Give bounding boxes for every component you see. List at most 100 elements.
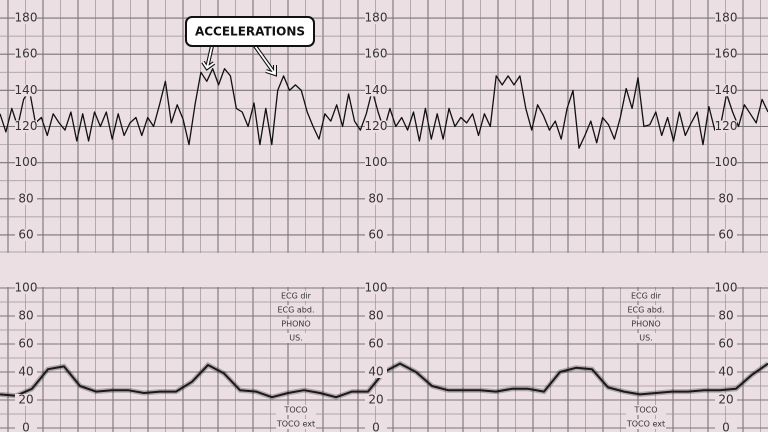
- separator-band: [0, 253, 768, 287]
- arrow: [202, 45, 215, 70]
- y-tick-label: 60: [18, 337, 33, 351]
- y-tick-label: 0: [372, 421, 380, 432]
- note-bg: [276, 405, 316, 415]
- y-tick-label: 120: [365, 119, 388, 133]
- tick-label-bg: [365, 48, 387, 61]
- tick-label-bg: [365, 156, 387, 169]
- tick-label-bg: [715, 394, 737, 406]
- y-tick-label: 60: [718, 337, 733, 351]
- tick-label-bg: [365, 228, 387, 241]
- y-tick-label: 60: [368, 337, 383, 351]
- y-tick-label: 180: [15, 11, 38, 25]
- tick-label-bg: [365, 84, 387, 97]
- y-tick-label: 100: [715, 155, 738, 169]
- y-tick-label: 20: [18, 393, 33, 407]
- y-tick-label: 60: [368, 227, 383, 241]
- tick-label-bg: [365, 394, 387, 406]
- callout-box: [185, 16, 315, 47]
- tick-label-bg: [715, 48, 737, 61]
- y-tick-label: 60: [18, 227, 33, 241]
- y-tick-label: 120: [15, 119, 38, 133]
- y-tick-label: 40: [18, 365, 33, 379]
- tick-label-bg: [715, 282, 737, 294]
- y-tick-label: 0: [22, 421, 30, 432]
- tick-label-bg: [15, 12, 37, 25]
- y-tick-label: 20: [368, 393, 383, 407]
- tick-label-bg: [715, 338, 737, 350]
- y-tick-label: 140: [15, 83, 38, 97]
- y-tick-label: 160: [715, 47, 738, 61]
- tick-label-bg: [15, 228, 37, 241]
- tick-label-bg: [715, 366, 737, 378]
- tick-label-bg: [15, 422, 37, 432]
- tick-label-bg: [15, 366, 37, 378]
- channel-label: TOCO: [283, 406, 307, 415]
- y-tick-label: 100: [365, 281, 388, 295]
- tick-label-bg: [15, 120, 37, 133]
- y-tick-label: 100: [15, 155, 38, 169]
- y-tick-label: 80: [718, 309, 733, 323]
- tick-label-bg: [715, 422, 737, 432]
- y-tick-label: 100: [15, 281, 38, 295]
- y-tick-label: 140: [365, 83, 388, 97]
- tick-label-bg: [15, 84, 37, 97]
- note-bg: [626, 419, 666, 429]
- channel-label: TOCO ext: [276, 420, 315, 429]
- y-tick-label: 160: [15, 47, 38, 61]
- tick-label-bg: [715, 228, 737, 241]
- y-tick-label: 160: [365, 47, 388, 61]
- tick-label-bg: [15, 282, 37, 294]
- channel-label: TOCO ext: [626, 420, 665, 429]
- channel-label: ECG dir: [281, 292, 312, 301]
- note-bg: [276, 319, 316, 329]
- channel-label: ECG abd.: [628, 306, 665, 315]
- tick-label-bg: [715, 12, 737, 25]
- tick-label-bg: [365, 120, 387, 133]
- note-bg: [276, 291, 316, 301]
- tick-label-bg: [15, 192, 37, 205]
- y-tick-label: 100: [715, 281, 738, 295]
- tick-label-bg: [365, 282, 387, 294]
- tick-label-bg: [15, 156, 37, 169]
- y-tick-label: 80: [18, 309, 33, 323]
- tick-label-bg: [365, 192, 387, 205]
- note-bg: [276, 333, 316, 343]
- channel-label: ECG abd.: [278, 306, 315, 315]
- y-tick-label: 180: [715, 11, 738, 25]
- y-tick-label: 40: [718, 365, 733, 379]
- y-tick-label: 120: [715, 119, 738, 133]
- tick-label-bg: [15, 48, 37, 61]
- y-tick-label: 80: [718, 191, 733, 205]
- tick-label-bg: [15, 310, 37, 322]
- tick-label-bg: [715, 192, 737, 205]
- channel-label: US.: [639, 334, 652, 343]
- tick-label-bg: [365, 12, 387, 25]
- callout-text: ACCELERATIONS: [195, 25, 305, 39]
- y-tick-label: 80: [368, 191, 383, 205]
- note-bg: [626, 333, 666, 343]
- tick-label-bg: [715, 120, 737, 133]
- tick-label-bg: [715, 156, 737, 169]
- y-tick-label: 60: [718, 227, 733, 241]
- y-tick-label: 80: [368, 309, 383, 323]
- channel-label: ECG dir: [631, 292, 662, 301]
- channel-label: PHONO: [631, 320, 660, 329]
- y-tick-label: 40: [368, 365, 383, 379]
- tick-label-bg: [715, 310, 737, 322]
- tick-label-bg: [365, 310, 387, 322]
- y-tick-label: 100: [365, 155, 388, 169]
- y-tick-label: 0: [722, 421, 730, 432]
- y-tick-label: 80: [18, 191, 33, 205]
- tick-label-bg: [15, 394, 37, 406]
- tick-label-bg: [715, 84, 737, 97]
- y-tick-label: 20: [718, 393, 733, 407]
- labels: 60 60 60 80 80 80 100 100 100 120 120 120 140 140 140 1…: [15, 11, 738, 432]
- note-bg: [626, 291, 666, 301]
- arrow: [254, 45, 276, 76]
- channel-label: PHONO: [281, 320, 310, 329]
- note-bg: [276, 305, 316, 315]
- channel-label: TOCO: [633, 406, 657, 415]
- channel-label: US.: [289, 334, 302, 343]
